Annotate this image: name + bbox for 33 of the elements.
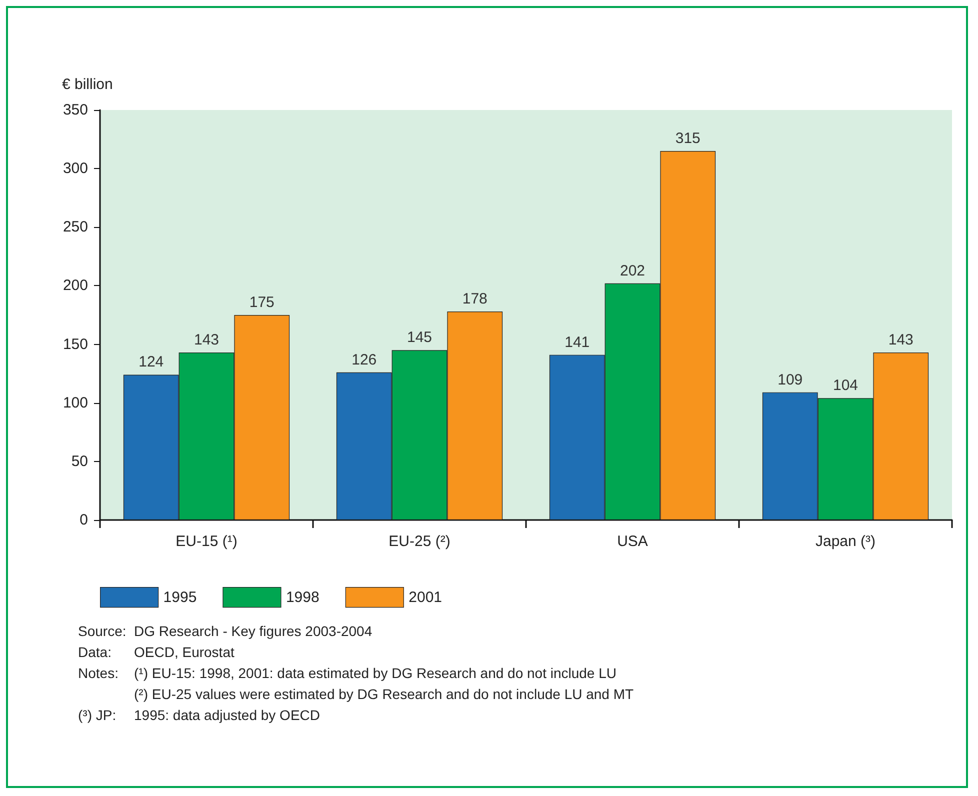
data-label: 126 xyxy=(352,351,377,368)
data-label: 178 xyxy=(462,290,488,308)
y-tick-label: 150 xyxy=(62,336,88,353)
y-tick-label: 200 xyxy=(62,277,88,294)
x-tick-label: EU-25 (²) xyxy=(388,533,450,550)
data-label: 141 xyxy=(564,334,590,351)
y-tick-label: 50 xyxy=(71,452,88,470)
data-label: 124 xyxy=(138,354,164,371)
y-axis-title: € billion xyxy=(62,76,113,93)
source-note: Source: DG Research - Key figures 2003-2004 xyxy=(78,623,372,639)
data-label: 315 xyxy=(675,130,700,147)
x-tick-label: EU-15 (¹) xyxy=(176,533,238,550)
text: Data: OECD, Eurostat xyxy=(78,644,234,660)
y-tick-label: 100 xyxy=(62,394,88,412)
text: (²) EU-25 values were estimated by DG Research and do not include LU and MT xyxy=(134,686,634,702)
y-tick-label: 250 xyxy=(62,218,88,236)
legend-label: 1998 xyxy=(286,588,320,606)
y-tick-label: 350 xyxy=(62,102,88,118)
data-label: 145 xyxy=(406,329,432,346)
text: Notes: (¹) EU-15: 1998, 2001: data estimated by DG Research and do not include LU xyxy=(78,665,616,681)
data-label: 109 xyxy=(778,371,803,388)
data-label: 143 xyxy=(194,331,220,348)
legend-label: 2001 xyxy=(408,588,442,606)
text: (³) JP: 1995: data adjusted by OECD xyxy=(78,707,320,723)
data-label: 175 xyxy=(249,294,274,311)
data-label: 202 xyxy=(620,262,646,280)
y-tick-label: 300 xyxy=(62,160,88,178)
data-label: 143 xyxy=(888,331,914,348)
legend-label: 1995 xyxy=(163,588,197,606)
y-tick-label: 0 xyxy=(80,512,88,528)
x-tick-label: Japan (³) xyxy=(815,533,876,550)
x-tick-label: USA xyxy=(617,533,648,550)
data-label: 104 xyxy=(832,377,858,394)
